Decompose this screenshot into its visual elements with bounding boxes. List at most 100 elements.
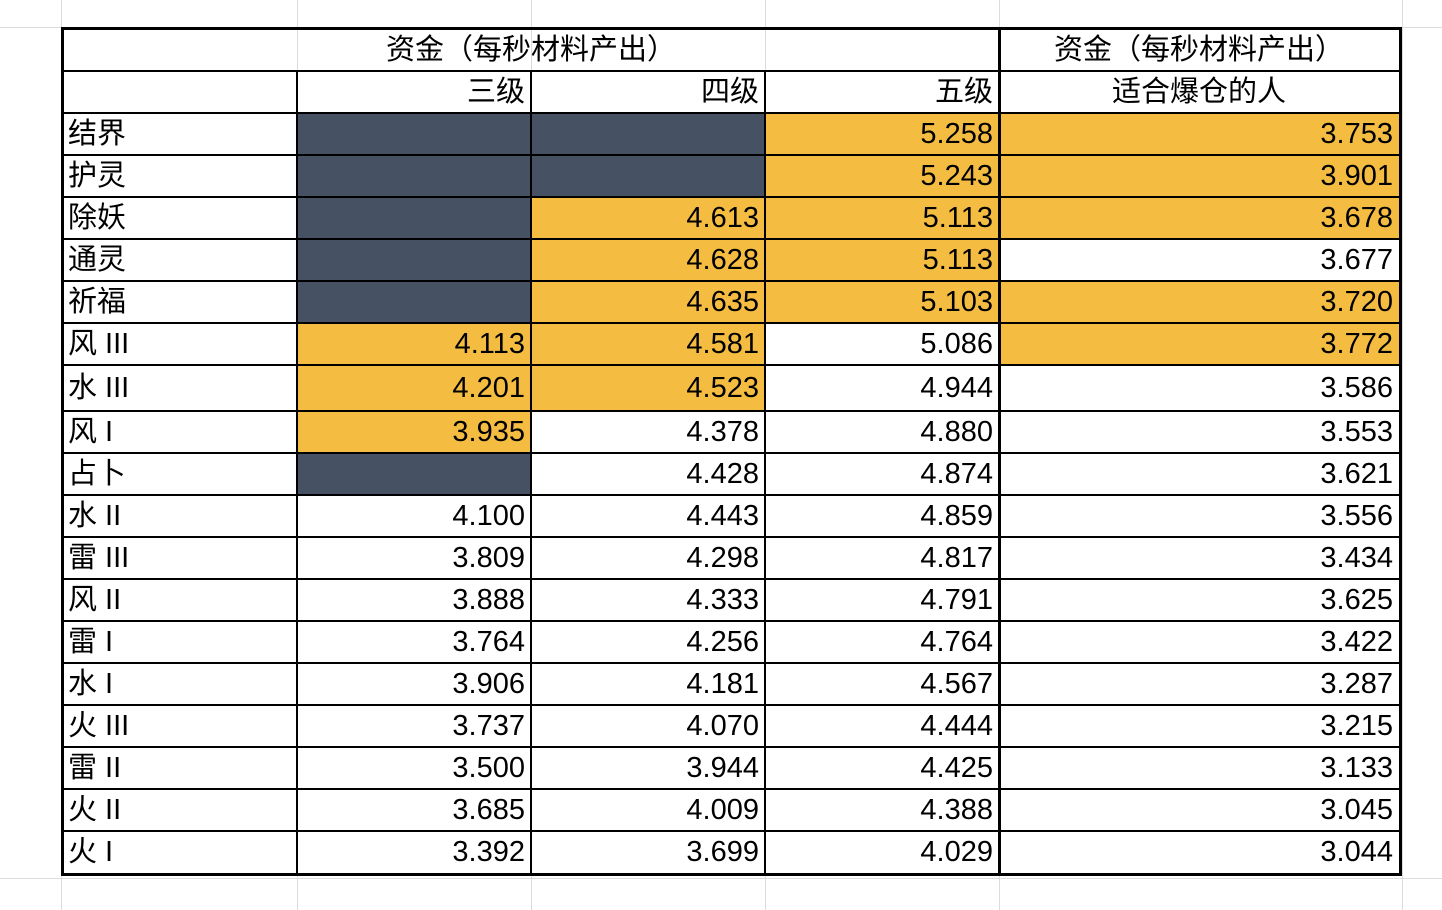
table-cell[interactable]: 4.333	[686, 583, 759, 616]
row-label[interactable]: 雷 III	[68, 541, 130, 574]
table-cell[interactable]: 3.720	[999, 281, 1399, 323]
row-label[interactable]: 火 I	[68, 835, 114, 868]
row-label[interactable]: 风 II	[68, 583, 122, 616]
row-label[interactable]: 除妖	[68, 201, 127, 234]
table-cell[interactable]	[297, 239, 531, 281]
row-label[interactable]: 水 I	[68, 667, 114, 700]
table-cell[interactable]: 4.764	[920, 625, 993, 658]
table-cell[interactable]: 3.287	[1320, 667, 1393, 700]
table-cell[interactable]	[297, 113, 531, 155]
table-cell[interactable]: 5.243	[765, 155, 999, 197]
table-cell[interactable]: 4.635	[531, 281, 765, 323]
table-cell[interactable]: 3.553	[1320, 415, 1393, 448]
table-cell[interactable]	[531, 113, 765, 155]
header-col-level3[interactable]: 三级	[466, 75, 525, 108]
table-cell[interactable]: 4.388	[920, 793, 993, 826]
table-cell[interactable]: 4.817	[920, 541, 993, 574]
header-col-level4[interactable]: 四级	[700, 75, 759, 108]
row-label[interactable]: 风 III	[68, 327, 130, 360]
table-cell[interactable]: 3.045	[1320, 793, 1393, 826]
table-cell[interactable]: 3.901	[999, 155, 1399, 197]
table-cell[interactable]: 3.556	[1320, 499, 1393, 532]
cell-border	[63, 452, 1399, 454]
table-cell[interactable]: 4.523	[531, 365, 765, 411]
table-cell[interactable]: 4.443	[686, 499, 759, 532]
cell-border	[63, 410, 1399, 412]
table-cell[interactable]: 4.944	[920, 371, 993, 404]
table-cell[interactable]	[297, 281, 531, 323]
table-cell[interactable]: 4.444	[920, 709, 993, 742]
table-cell[interactable]: 4.029	[920, 835, 993, 868]
row-label[interactable]: 结界	[68, 117, 127, 150]
table-cell[interactable]: 4.613	[531, 197, 765, 239]
table-cell[interactable]: 3.422	[1320, 625, 1393, 658]
table-cell[interactable]: 4.859	[920, 499, 993, 532]
table-cell[interactable]: 4.425	[920, 751, 993, 784]
row-label[interactable]: 水 III	[68, 371, 130, 404]
table-cell[interactable]: 3.434	[1320, 541, 1393, 574]
row-label[interactable]: 火 II	[68, 793, 122, 826]
row-label[interactable]: 水 II	[68, 499, 122, 532]
table-cell[interactable]	[531, 155, 765, 197]
table-cell[interactable]: 4.428	[686, 457, 759, 490]
table-cell[interactable]: 4.581	[531, 323, 765, 365]
table-cell[interactable]	[297, 155, 531, 197]
cell-border	[764, 71, 766, 873]
table-cell[interactable]: 3.699	[686, 835, 759, 868]
table-cell[interactable]: 3.500	[452, 751, 525, 784]
table-cell[interactable]: 4.791	[920, 583, 993, 616]
row-label[interactable]: 雷 II	[68, 751, 122, 784]
table-cell[interactable]: 3.621	[1320, 457, 1393, 490]
header-col-level5[interactable]: 五级	[934, 75, 993, 108]
table-cell[interactable]: 3.392	[452, 835, 525, 868]
table-cell[interactable]: 3.677	[1320, 243, 1393, 276]
table-cell[interactable]: 5.086	[920, 327, 993, 360]
table-cell[interactable]: 3.737	[452, 709, 525, 742]
table-cell[interactable]: 3.944	[686, 751, 759, 784]
table-cell[interactable]	[297, 453, 531, 495]
row-label[interactable]: 护灵	[68, 159, 127, 192]
table-cell[interactable]: 3.753	[999, 113, 1399, 155]
header-group-title[interactable]: 资金（每秒材料产出）	[385, 34, 676, 66]
table-cell[interactable]: 4.009	[686, 793, 759, 826]
table-cell[interactable]: 4.567	[920, 667, 993, 700]
table-cell[interactable]: 3.809	[452, 541, 525, 574]
table-cell[interactable]: 3.586	[1320, 371, 1393, 404]
table-cell[interactable]: 4.201	[297, 365, 531, 411]
table-cell[interactable]: 4.628	[531, 239, 765, 281]
table-cell[interactable]: 3.772	[999, 323, 1399, 365]
table-cell[interactable]: 3.906	[452, 667, 525, 700]
table-cell[interactable]: 5.113	[765, 239, 999, 281]
table-cell[interactable]: 3.215	[1320, 709, 1393, 742]
table-cell[interactable]: 3.625	[1320, 583, 1393, 616]
table-cell[interactable]: 3.888	[452, 583, 525, 616]
table-cell[interactable]	[297, 197, 531, 239]
row-label[interactable]: 风 I	[68, 415, 114, 448]
table-cell[interactable]: 4.880	[920, 415, 993, 448]
row-label[interactable]: 占卜	[68, 457, 127, 490]
row-label[interactable]: 通灵	[68, 243, 127, 276]
table-cell[interactable]: 3.678	[999, 197, 1399, 239]
table-cell[interactable]: 3.044	[1320, 835, 1393, 868]
table-cell[interactable]: 4.298	[686, 541, 759, 574]
table-cell[interactable]: 4.070	[686, 709, 759, 742]
table-cell[interactable]: 4.256	[686, 625, 759, 658]
header-group-title-right[interactable]: 资金（每秒材料产出）	[1053, 34, 1344, 66]
table-cell[interactable]: 4.181	[686, 667, 759, 700]
table-cell[interactable]: 3.133	[1320, 751, 1393, 784]
row-label[interactable]: 雷 I	[68, 625, 114, 658]
table-cell[interactable]: 5.103	[765, 281, 999, 323]
table-cell[interactable]: 4.100	[452, 499, 525, 532]
table-cell[interactable]: 3.685	[452, 793, 525, 826]
table-cell[interactable]: 4.874	[920, 457, 993, 490]
row-label[interactable]: 祈福	[68, 285, 127, 318]
table-cell[interactable]: 5.258	[765, 113, 999, 155]
row-label[interactable]: 火 III	[68, 709, 130, 742]
table-cell[interactable]: 3.935	[297, 411, 531, 453]
table-cell[interactable]: 5.113	[765, 197, 999, 239]
table-cell[interactable]: 4.378	[686, 415, 759, 448]
table-cell[interactable]: 3.764	[452, 625, 525, 658]
header-col-suitable[interactable]: 适合爆仓的人	[1111, 75, 1286, 108]
table-cell[interactable]: 4.113	[297, 323, 531, 365]
